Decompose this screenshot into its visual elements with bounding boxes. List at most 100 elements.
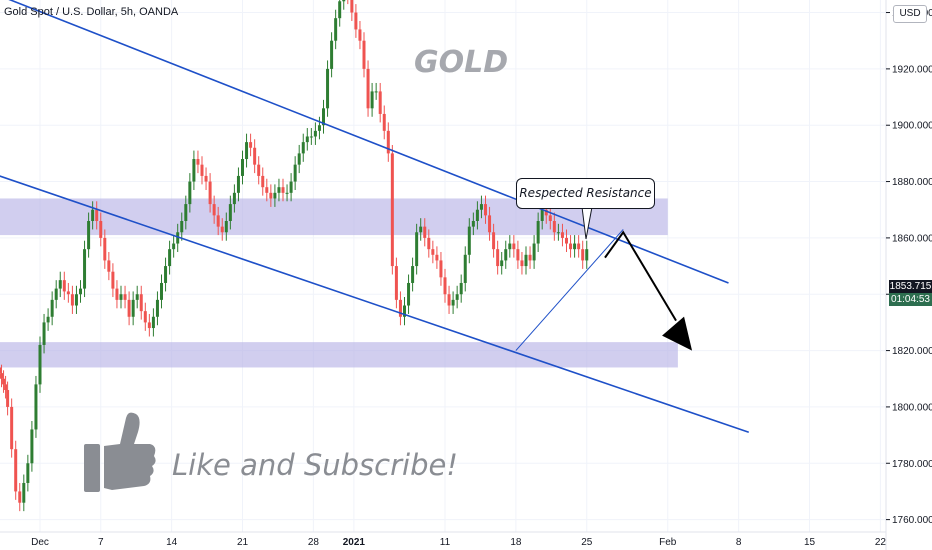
candle-body [536, 220, 540, 244]
candle-body [22, 482, 26, 503]
candle-body [577, 243, 581, 250]
candle-body [111, 271, 115, 289]
resistance-callout: Respected Resistance [516, 178, 655, 209]
candle-body [565, 237, 568, 244]
candle-body [208, 181, 212, 205]
candle-body [459, 282, 463, 295]
time-tick-label: 8 [736, 537, 742, 548]
trendline [0, 175, 750, 434]
candle-body [350, 0, 354, 13]
callout-pointer [581, 206, 593, 240]
candle-body [496, 249, 500, 267]
candle-body [411, 266, 415, 283]
candle-body [374, 91, 378, 93]
last-price-label: 1853.715 [889, 280, 932, 293]
candle-body [544, 209, 548, 216]
time-tick-label: 25 [581, 537, 593, 548]
candle-body [155, 299, 159, 317]
candle-body [512, 243, 516, 250]
candle-body [236, 175, 240, 193]
candle-body [407, 282, 411, 306]
candle-body [484, 204, 487, 216]
currency-button[interactable]: USD [893, 5, 927, 23]
candle-body [309, 136, 313, 138]
price-tick-label: 1800.000 [892, 402, 932, 413]
candle-body [6, 390, 10, 407]
time-tick-label: 21 [237, 537, 249, 548]
subscribe-text: Like and Subscribe! [172, 448, 458, 482]
candle-body [200, 164, 204, 176]
candle-body [46, 316, 50, 323]
candle-body [358, 29, 362, 41]
candle-body [585, 249, 589, 261]
candle-body [269, 192, 273, 199]
candle-body [216, 215, 220, 227]
candle-body [151, 316, 155, 329]
candle-body [10, 406, 14, 450]
candle-body [220, 226, 224, 233]
candle-body [500, 260, 504, 267]
candle-body [2, 378, 6, 385]
candle-body [334, 18, 338, 41]
symbol-title[interactable]: Gold Spot / U.S. Dollar, 5h, OANDA [4, 6, 179, 18]
candle-body [528, 254, 532, 261]
candle-body [386, 130, 390, 154]
price-tick-label: 1820.000 [892, 346, 932, 357]
bar-countdown-label: 01:04:53 [889, 293, 932, 306]
candle-body [431, 249, 435, 255]
price-tick-label: 1860.000 [892, 233, 932, 244]
candle-body [455, 294, 459, 300]
candle-body [366, 68, 370, 109]
candle-body [447, 294, 451, 306]
candle-body [42, 322, 46, 345]
candle-body [492, 232, 496, 250]
candle-body [524, 254, 528, 267]
candle-body [326, 68, 330, 109]
candle-body [488, 215, 492, 233]
candle-body [322, 108, 325, 126]
candle-body [160, 282, 163, 300]
candle-body [427, 237, 431, 250]
candle-body [382, 113, 386, 131]
candle-body [253, 147, 257, 165]
candle-body [87, 220, 91, 250]
candle-body [301, 142, 305, 154]
time-tick-label: Feb [659, 537, 677, 548]
candle-body [168, 249, 172, 267]
candle-body [172, 243, 176, 250]
candle-body [62, 280, 66, 292]
candle-body [91, 209, 95, 221]
candle-body [354, 12, 358, 30]
time-tick-label: 28 [308, 537, 320, 548]
candle-body [232, 192, 236, 205]
candle-body [99, 220, 103, 238]
projection-path [604, 230, 677, 322]
candle-body [95, 209, 99, 221]
price-tick-label: 1920.000 [892, 64, 932, 75]
candle-body [224, 220, 228, 233]
candle-body [241, 159, 244, 176]
candle-body [139, 294, 143, 312]
candle-body [415, 232, 419, 267]
candle-body [471, 220, 475, 227]
candle-body [439, 260, 443, 278]
candle-body [54, 288, 58, 300]
candle-body [123, 294, 127, 300]
candle-body [83, 249, 87, 289]
candle-body [131, 299, 135, 317]
candle-body [435, 254, 439, 261]
candle-body [119, 294, 123, 300]
price-tick-label: 1760.000 [892, 515, 932, 526]
candle-body [184, 204, 188, 221]
candle-body [281, 187, 285, 193]
candle-body [370, 91, 374, 109]
price-tick-label: 1880.000 [892, 177, 932, 188]
candle-body [196, 159, 200, 165]
candle-body [228, 204, 232, 221]
candle-body [573, 243, 577, 250]
candle-body [419, 226, 423, 233]
candle-body [467, 226, 471, 255]
candle-body [289, 181, 293, 193]
candle-body [277, 187, 281, 193]
